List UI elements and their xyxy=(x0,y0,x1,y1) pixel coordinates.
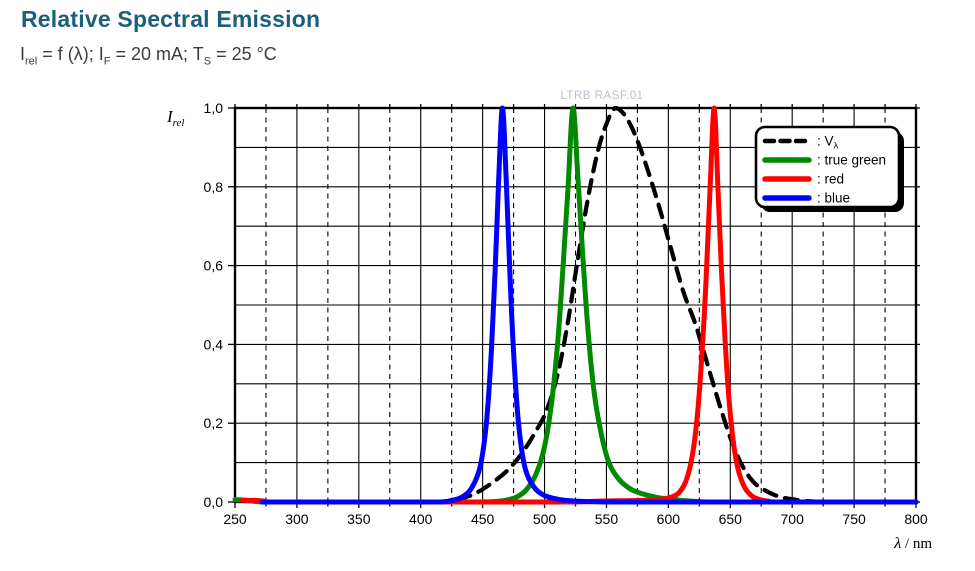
x-tick-label: 500 xyxy=(533,511,557,527)
legend-label-blue: : blue xyxy=(817,191,850,206)
curve-v-lambda xyxy=(455,105,827,505)
legend-item-vlambda: : Vλ xyxy=(762,134,839,152)
x-tick-label: 550 xyxy=(595,511,619,527)
subtitle-text: = 20 mA; T xyxy=(110,44,204,64)
legend-label-vlambda-main: : V xyxy=(817,134,834,149)
y-tick-label: 0,8 xyxy=(204,179,224,195)
legend-item-red: : red xyxy=(762,172,844,187)
legend-label-red: : red xyxy=(817,172,844,187)
y-tick-label: 1,0 xyxy=(204,100,224,116)
x-tick-label: 750 xyxy=(842,511,866,527)
x-tick-label: 350 xyxy=(347,511,371,527)
y-tick-label: 0,0 xyxy=(204,494,224,510)
y-tick-label: 0,4 xyxy=(204,336,224,352)
y-axis-title-main: I xyxy=(166,107,174,126)
legend: : Vλ : true green : red : blue xyxy=(754,125,904,212)
legend-label-vlambda-sub: λ xyxy=(834,141,839,152)
legend-label-true-green: : true green xyxy=(817,153,886,168)
y-tick-label: 0,2 xyxy=(204,415,224,431)
x-tick-label: 700 xyxy=(781,511,805,527)
legend-box xyxy=(754,125,901,209)
x-tick-label: 450 xyxy=(471,511,495,527)
x-tick-label: 250 xyxy=(223,511,247,527)
x-tick-label: 400 xyxy=(409,511,433,527)
gridlines xyxy=(235,108,916,502)
x-tick-label: 650 xyxy=(719,511,743,527)
subtitle-text: I xyxy=(20,44,26,64)
watermark-label: LTRB RASF.01 xyxy=(560,90,643,102)
subtitle-text: = 25 °C xyxy=(211,44,277,64)
curve-blue xyxy=(259,105,919,505)
x-axis-title: λ / nm xyxy=(893,535,932,552)
legend-label-vlambda: : Vλ xyxy=(817,134,839,152)
curves xyxy=(232,105,919,505)
x-axis-title-symbol: λ xyxy=(893,535,901,552)
subtitle-sub: F xyxy=(103,55,111,68)
x-tick-label: 800 xyxy=(904,511,928,527)
x-tick-label: 300 xyxy=(285,511,309,527)
legend-item-blue: : blue xyxy=(762,191,850,206)
y-tick-label: 0,6 xyxy=(204,258,224,274)
x-axis-title-unit: / nm xyxy=(901,536,932,552)
axis-tick-labels: 250 300 350 400 450 500 550 600 650 700 750 800 0,0 0… xyxy=(204,100,928,527)
page-title: Relative Spectral Emission xyxy=(21,6,321,32)
subtitle-text: = f (λ); I xyxy=(37,44,104,64)
page-subtitle: Irel = f (λ); IF = 20 mA; TS = 25 °C xyxy=(20,44,277,68)
y-axis-title: Irel xyxy=(166,107,184,129)
x-tick-label: 600 xyxy=(657,511,681,527)
legend-item-true-green: : true green xyxy=(762,153,886,168)
subtitle-sub: rel xyxy=(25,55,38,68)
curve-red xyxy=(239,105,919,505)
y-axis-title-sub: rel xyxy=(173,117,185,129)
subtitle-sub: S xyxy=(203,55,212,68)
